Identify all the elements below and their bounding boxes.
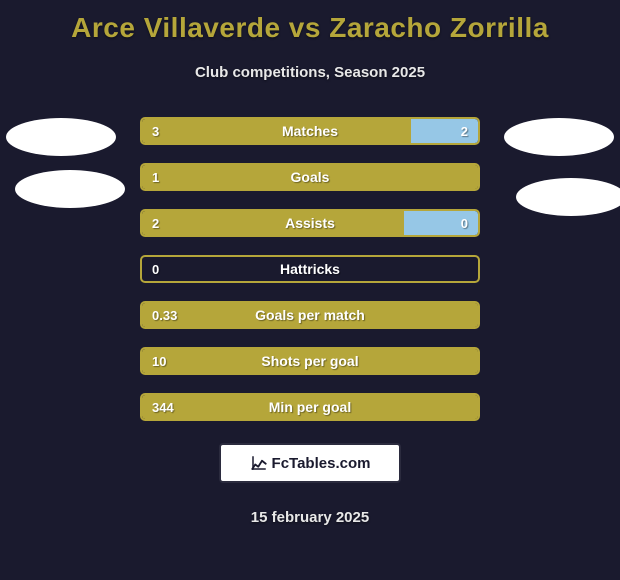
- stat-label: Goals per match: [142, 307, 478, 323]
- stat-right-value: 0: [461, 216, 468, 231]
- stat-row: 0.33Goals per match: [140, 301, 480, 329]
- stat-label: Assists: [142, 215, 478, 231]
- stat-row: 344Min per goal: [140, 393, 480, 421]
- brand-box[interactable]: FcTables.com: [219, 443, 401, 483]
- stat-right-value: 2: [461, 124, 468, 139]
- stat-label: Hattricks: [142, 261, 478, 277]
- date-text: 15 february 2025: [0, 509, 620, 526]
- page-title: Arce Villaverde vs Zaracho Zorrilla: [0, 0, 620, 44]
- stat-row: 2Assists0: [140, 209, 480, 237]
- player-left-avatar-1: [6, 118, 116, 156]
- player-right-avatar-2: [516, 178, 620, 216]
- stat-label: Shots per goal: [142, 353, 478, 369]
- stat-label: Matches: [142, 123, 478, 139]
- page-subtitle: Club competitions, Season 2025: [0, 64, 620, 81]
- stat-label: Goals: [142, 169, 478, 185]
- stat-row: 10Shots per goal: [140, 347, 480, 375]
- stat-label: Min per goal: [142, 399, 478, 415]
- stat-row: 1Goals: [140, 163, 480, 191]
- stat-row: 3Matches2: [140, 117, 480, 145]
- stat-row: 0Hattricks: [140, 255, 480, 283]
- brand-chart-icon: [250, 454, 268, 472]
- brand-text: FcTables.com: [272, 455, 371, 472]
- player-left-avatar-2: [15, 170, 125, 208]
- stats-container: 3Matches21Goals2Assists00Hattricks0.33Go…: [140, 117, 480, 421]
- player-right-avatar-1: [504, 118, 614, 156]
